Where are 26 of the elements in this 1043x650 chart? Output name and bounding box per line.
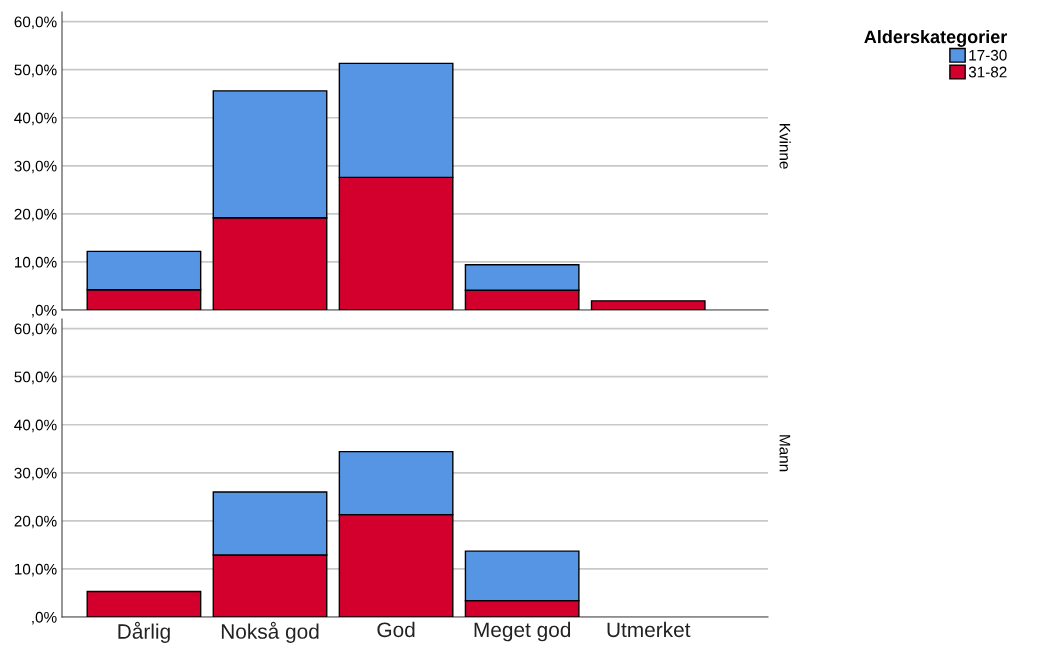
x-tick-label: Dårlig — [118, 621, 170, 643]
y-tick-label: ,0% — [32, 304, 57, 318]
y-tick-label: 30,0% — [14, 160, 57, 174]
bar — [86, 590, 202, 617]
x-tick-label: Nokså god — [221, 621, 319, 643]
y-tick-label: 20,0% — [14, 515, 57, 529]
legend-label: 31-82 — [968, 66, 1007, 78]
text: Kvinne — [779, 124, 791, 169]
y-tick-label: 10,0% — [14, 563, 57, 577]
y-tick-label: ,0% — [32, 611, 57, 625]
y-tick-label: 40,0% — [14, 112, 57, 126]
legend-label: 17-30 — [969, 49, 1007, 61]
y-tick-label: 20,0% — [14, 208, 57, 222]
y-tick-label: 60,0% — [14, 323, 57, 337]
x-tick-label: Meget god — [474, 621, 571, 642]
y-tick-label: 50,0% — [14, 64, 57, 78]
y-tick-label: 30,0% — [14, 467, 57, 481]
text: Mann — [779, 435, 791, 472]
x-tick-label: Utmerket — [607, 621, 691, 638]
y-tick-label: 10,0% — [14, 256, 57, 270]
x-tick-label: God — [377, 621, 415, 638]
y-tick-label: 60,0% — [14, 16, 57, 30]
y-tick-label: 40,0% — [14, 419, 57, 433]
y-tick-label: 50,0% — [14, 371, 57, 385]
legend-title: Alderskategorier — [864, 30, 1008, 47]
bar — [590, 300, 706, 310]
